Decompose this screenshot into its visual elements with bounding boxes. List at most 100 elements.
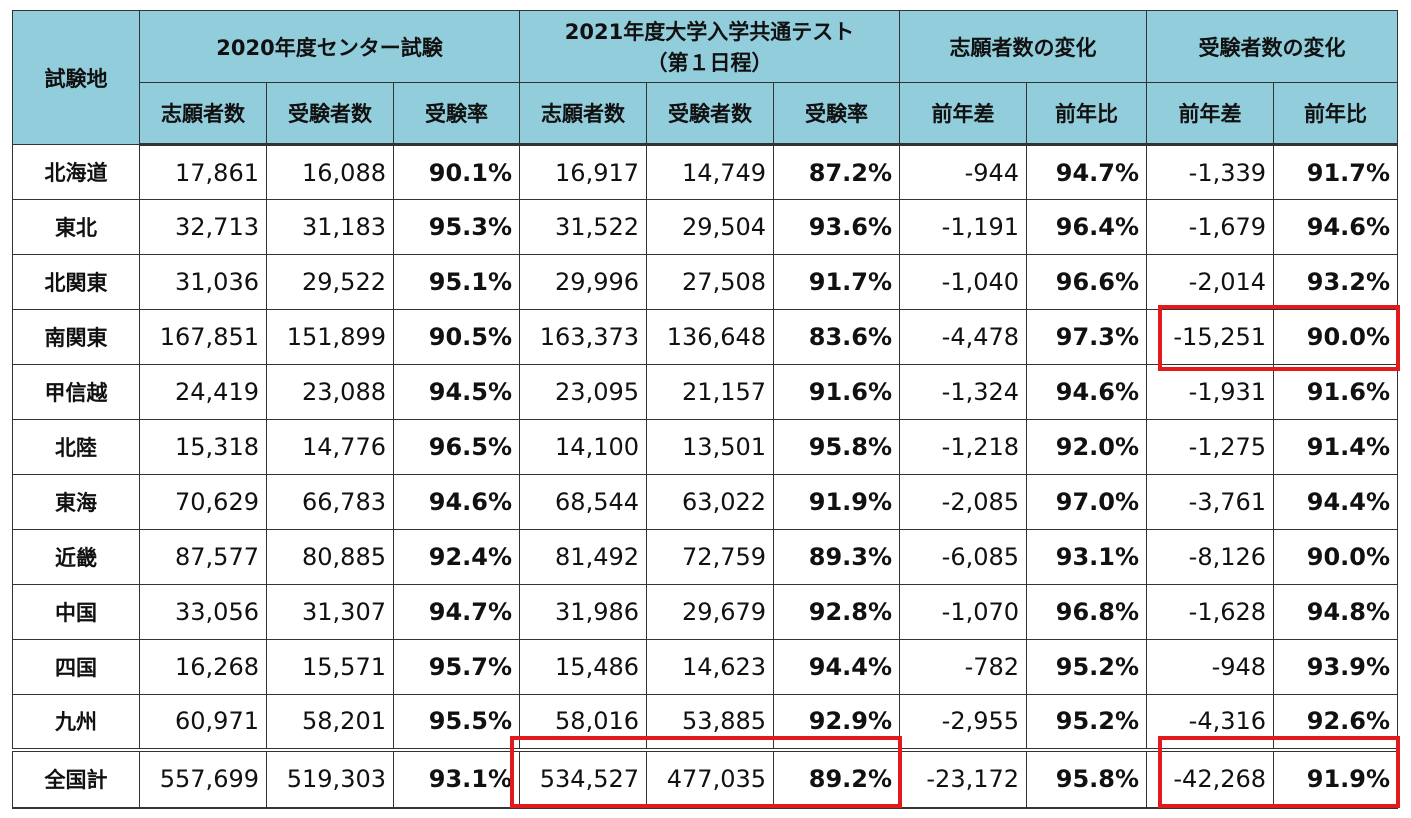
cell-examinees-2020: 31,307 — [266, 584, 394, 640]
examinees-change-header: 受験者数の変化 — [1146, 10, 1399, 83]
cell-examinees-2021: 53,885 — [646, 694, 775, 750]
cell-applicants-2021: 58,016 — [519, 694, 648, 750]
cell-examinees-2021: 63,022 — [646, 474, 775, 530]
cell-applicants-ratio: 96.4% — [1026, 199, 1148, 255]
table-row: 北陸 15,318 14,776 96.5% 14,100 13,501 95.… — [12, 419, 1399, 475]
total-examinees-2020: 519,303 — [266, 747, 394, 809]
cell-applicants-2021: 163,373 — [519, 309, 648, 365]
total-applicants-ratio: 95.8% — [1026, 747, 1148, 809]
group-2020-header: 2020年度センター試験 — [138, 10, 521, 83]
cell-applicants-diff: -1,040 — [899, 254, 1028, 310]
table-body: 北海道 17,861 16,088 90.1% 16,917 14,749 87… — [12, 144, 1399, 809]
cell-examinees-2021: 27,508 — [646, 254, 775, 310]
cell-applicants-ratio: 95.2% — [1026, 694, 1148, 750]
cell-applicants-ratio: 95.2% — [1026, 639, 1148, 695]
cell-examinees-2020: 151,899 — [266, 309, 394, 365]
cell-applicants-ratio: 94.7% — [1026, 144, 1148, 200]
col-examinees-2020: 受験者数 — [266, 82, 394, 146]
row-name: 南関東 — [12, 309, 140, 365]
table-row: 東海 70,629 66,783 94.6% 68,544 63,022 91.… — [12, 474, 1399, 530]
total-examinees-ratio: 91.9% — [1273, 747, 1399, 809]
cell-rate-2021: 94.4% — [773, 639, 901, 695]
location-header: 試験地 — [12, 10, 140, 145]
cell-rate-2021: 83.6% — [773, 309, 901, 365]
cell-rate-2020: 94.7% — [392, 584, 521, 640]
col-examinees-diff: 前年差 — [1146, 82, 1275, 146]
cell-examinees-ratio: 94.4% — [1273, 474, 1399, 530]
table-header: 試験地 2020年度センター試験 2021年度大学入学共通テスト （第１日程） … — [12, 10, 1399, 146]
cell-applicants-2020: 24,419 — [139, 364, 267, 420]
cell-examinees-2020: 66,783 — [266, 474, 394, 530]
cell-applicants-2020: 17,861 — [139, 144, 267, 200]
table-row: 中国 33,056 31,307 94.7% 31,986 29,679 92.… — [12, 584, 1399, 640]
cell-applicants-diff: -4,478 — [899, 309, 1028, 365]
cell-examinees-2021: 29,504 — [646, 199, 775, 255]
total-examinees-2021: 477,035 — [646, 747, 775, 809]
cell-applicants-diff: -2,955 — [899, 694, 1028, 750]
col-rate-2020: 受験率 — [392, 82, 521, 146]
row-name: 東北 — [12, 199, 140, 255]
cell-applicants-ratio: 93.1% — [1026, 529, 1148, 585]
cell-applicants-ratio: 96.8% — [1026, 584, 1148, 640]
cell-examinees-ratio: 91.4% — [1273, 419, 1399, 475]
cell-applicants-2020: 15,318 — [139, 419, 267, 475]
cell-examinees-2020: 23,088 — [266, 364, 394, 420]
cell-examinees-2020: 58,201 — [266, 694, 394, 750]
cell-applicants-2020: 32,713 — [139, 199, 267, 255]
row-name: 甲信越 — [12, 364, 140, 420]
group-2021-line1: 2021年度大学入学共通テスト — [564, 19, 855, 44]
col-applicants-2020: 志願者数 — [139, 82, 267, 146]
cell-rate-2020: 95.1% — [392, 254, 521, 310]
cell-examinees-ratio: 91.6% — [1273, 364, 1399, 420]
cell-rate-2021: 92.9% — [773, 694, 901, 750]
cell-examinees-2021: 21,157 — [646, 364, 775, 420]
cell-applicants-2021: 15,486 — [519, 639, 648, 695]
cell-rate-2020: 92.4% — [392, 529, 521, 585]
cell-examinees-diff: -1,628 — [1146, 584, 1275, 640]
table-row: 近畿 87,577 80,885 92.4% 81,492 72,759 89.… — [12, 529, 1399, 585]
cell-rate-2020: 96.5% — [392, 419, 521, 475]
cell-rate-2020: 95.3% — [392, 199, 521, 255]
cell-applicants-2021: 68,544 — [519, 474, 648, 530]
cell-applicants-2021: 31,986 — [519, 584, 648, 640]
cell-examinees-2020: 16,088 — [266, 144, 394, 200]
table-row: 東北 32,713 31,183 95.3% 31,522 29,504 93.… — [12, 199, 1399, 255]
cell-applicants-2021: 29,996 — [519, 254, 648, 310]
total-applicants-diff: -23,172 — [899, 747, 1028, 809]
cell-applicants-diff: -1,070 — [899, 584, 1028, 640]
cell-applicants-2021: 16,917 — [519, 144, 648, 200]
cell-applicants-2020: 16,268 — [139, 639, 267, 695]
cell-examinees-2020: 29,522 — [266, 254, 394, 310]
col-examinees-2021: 受験者数 — [646, 82, 775, 146]
cell-examinees-diff: -8,126 — [1146, 529, 1275, 585]
cell-examinees-ratio: 90.0% — [1273, 529, 1399, 585]
cell-rate-2021: 87.2% — [773, 144, 901, 200]
cell-examinees-ratio: 93.9% — [1273, 639, 1399, 695]
cell-rate-2020: 94.5% — [392, 364, 521, 420]
cell-rate-2021: 93.6% — [773, 199, 901, 255]
row-name: 北海道 — [12, 144, 140, 200]
cell-applicants-diff: -1,218 — [899, 419, 1028, 475]
group-2021-line2: （第１日程） — [646, 50, 773, 75]
cell-examinees-diff: -948 — [1146, 639, 1275, 695]
cell-applicants-ratio: 92.0% — [1026, 419, 1148, 475]
cell-examinees-diff: -2,014 — [1146, 254, 1275, 310]
cell-examinees-ratio: 91.7% — [1273, 144, 1399, 200]
cell-examinees-diff: -15,251 — [1146, 309, 1275, 365]
cell-examinees-diff: -4,316 — [1146, 694, 1275, 750]
cell-applicants-2020: 31,036 — [139, 254, 267, 310]
cell-examinees-ratio: 94.8% — [1273, 584, 1399, 640]
cell-applicants-2021: 23,095 — [519, 364, 648, 420]
cell-applicants-2021: 14,100 — [519, 419, 648, 475]
group-2021-header: 2021年度大学入学共通テスト （第１日程） — [519, 10, 901, 83]
row-name: 中国 — [12, 584, 140, 640]
row-name: 九州 — [12, 694, 140, 750]
cell-rate-2021: 92.8% — [773, 584, 901, 640]
cell-examinees-2021: 14,623 — [646, 639, 775, 695]
total-applicants-2021: 534,527 — [519, 747, 648, 809]
cell-rate-2020: 94.6% — [392, 474, 521, 530]
table-row: 甲信越 24,419 23,088 94.5% 23,095 21,157 91… — [12, 364, 1399, 420]
cell-applicants-diff: -782 — [899, 639, 1028, 695]
cell-applicants-2020: 87,577 — [139, 529, 267, 585]
cell-rate-2020: 90.5% — [392, 309, 521, 365]
